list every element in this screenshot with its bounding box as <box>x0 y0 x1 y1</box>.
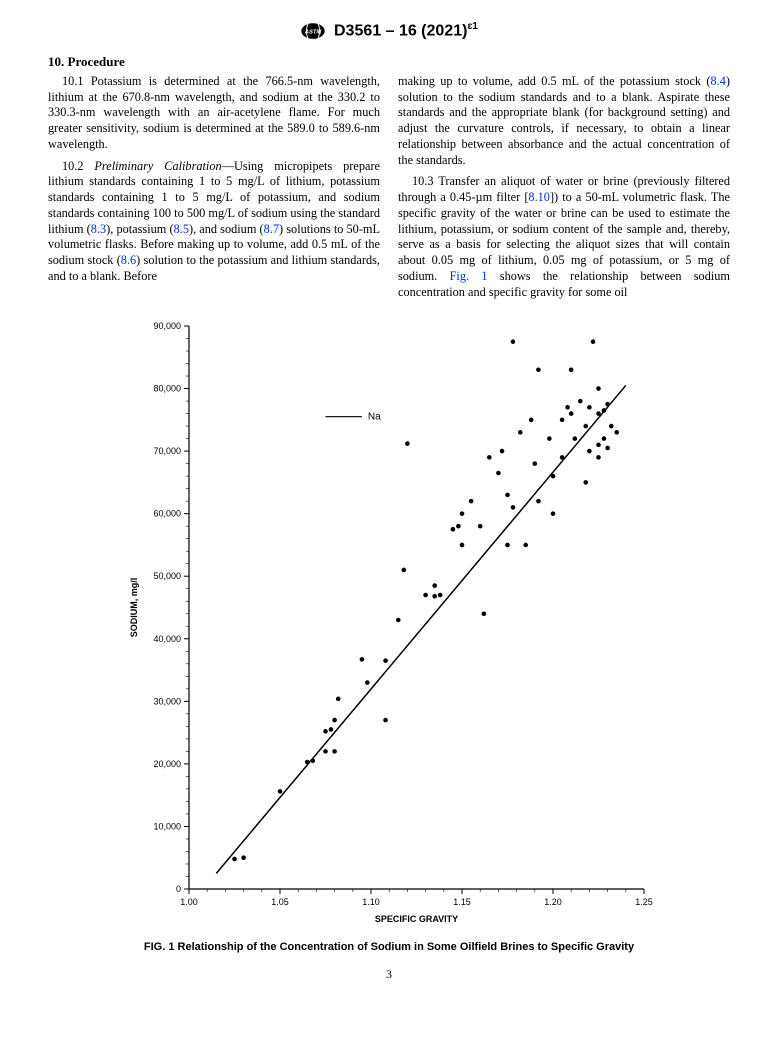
para-10-2-part1: 10.2 Preliminary Calibration—Using micro… <box>48 159 380 285</box>
ref-8-7[interactable]: 8.7 <box>264 222 279 236</box>
para-10-2-c: ), and sodium ( <box>189 222 264 236</box>
para-10-2-num: 10.2 <box>62 159 94 173</box>
ref-8-4[interactable]: 8.4 <box>711 74 726 88</box>
svg-text:SPECIFIC GRAVITY: SPECIFIC GRAVITY <box>375 914 458 924</box>
para-10-2-f: making up to volume, add 0.5 mL of the p… <box>398 74 711 88</box>
column-left: 10.1 Potassium is determined at the 766.… <box>48 74 380 306</box>
svg-text:0: 0 <box>176 884 181 894</box>
ref-8-6[interactable]: 8.6 <box>121 253 136 267</box>
para-10-2-b: ), potassium ( <box>106 222 173 236</box>
figure-1-chart: 0 10,000 20,000 30,000 40,000 50,000 60,000 70,… <box>119 314 659 934</box>
para-10-1: 10.1 Potassium is determined at the 766.… <box>48 74 380 153</box>
section-name: Procedure <box>68 54 125 69</box>
ref-8-10[interactable]: 8.10 <box>528 190 550 204</box>
section-title: 10. Procedure <box>48 54 730 70</box>
column-right: making up to volume, add 0.5 mL of the p… <box>398 74 730 306</box>
svg-text:ASTM: ASTM <box>304 30 322 36</box>
designation-super: ɛ1 <box>467 21 478 32</box>
para-10-2-part2: making up to volume, add 0.5 mL of the p… <box>398 74 730 168</box>
designation-main: D3561 – 16 (2021) <box>334 23 467 40</box>
svg-text:80,000: 80,000 <box>153 384 181 394</box>
svg-text:1.10: 1.10 <box>362 897 380 907</box>
svg-text:1.20: 1.20 <box>544 897 562 907</box>
ref-8-5[interactable]: 8.5 <box>174 222 189 236</box>
svg-text:40,000: 40,000 <box>153 634 181 644</box>
para-10-3: 10.3 Transfer an aliquot of water or bri… <box>398 174 730 300</box>
ref-fig-1[interactable]: Fig. 1 <box>450 269 488 283</box>
designation-text: D3561 – 16 (2021)ɛ1 <box>334 21 478 40</box>
svg-text:90,000: 90,000 <box>153 321 181 331</box>
svg-text:20,000: 20,000 <box>153 759 181 769</box>
astm-logo-icon: ASTM <box>300 18 326 44</box>
svg-text:1.25: 1.25 <box>635 897 653 907</box>
page-header: ASTM D3561 – 16 (2021)ɛ1 <box>48 18 730 44</box>
svg-text:1.00: 1.00 <box>180 897 198 907</box>
two-column-body: 10.1 Potassium is determined at the 766.… <box>48 74 730 306</box>
svg-text:1.05: 1.05 <box>271 897 289 907</box>
svg-text:30,000: 30,000 <box>153 697 181 707</box>
svg-text:1.15: 1.15 <box>453 897 471 907</box>
ref-8-3[interactable]: 8.3 <box>91 222 106 236</box>
svg-text:50,000: 50,000 <box>153 572 181 582</box>
section-number: 10. <box>48 54 64 69</box>
page-number: 3 <box>48 967 730 982</box>
figure-1: 0 10,000 20,000 30,000 40,000 50,000 60,000 70,… <box>48 314 730 953</box>
para-10-2-em: Preliminary Calibration <box>94 159 221 173</box>
svg-text:Na: Na <box>368 412 381 423</box>
para-10-1-text: 10.1 Potassium is determined at the 766.… <box>48 74 380 151</box>
figure-1-caption: FIG. 1 Relationship of the Concentration… <box>48 941 730 953</box>
svg-text:60,000: 60,000 <box>153 509 181 519</box>
svg-text:70,000: 70,000 <box>153 446 181 456</box>
svg-text:SODIUM, mg/l: SODIUM, mg/l <box>129 578 139 638</box>
svg-text:10,000: 10,000 <box>153 822 181 832</box>
